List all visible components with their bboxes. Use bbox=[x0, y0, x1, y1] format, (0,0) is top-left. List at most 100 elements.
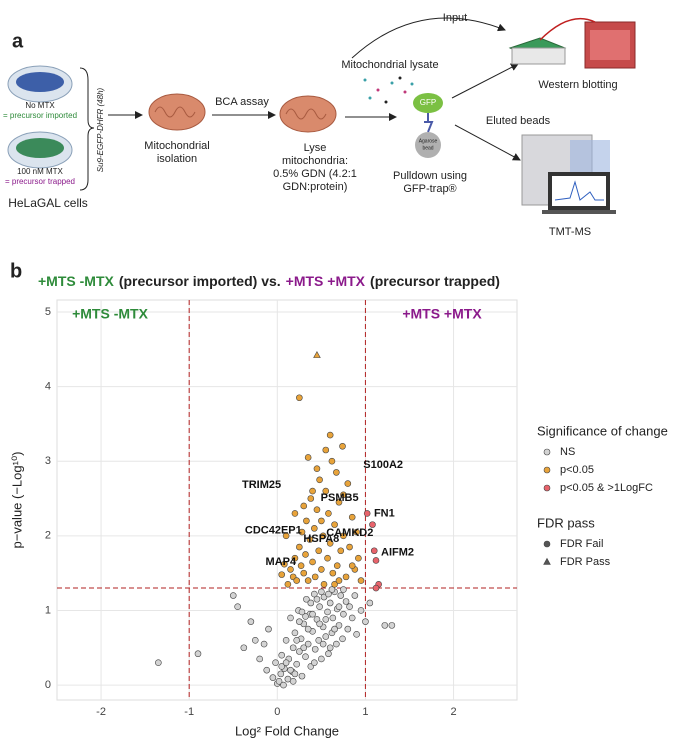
point bbox=[247, 618, 255, 625]
point bbox=[324, 608, 331, 616]
point bbox=[234, 603, 241, 611]
point bbox=[331, 625, 338, 633]
point bbox=[269, 674, 277, 681]
brace bbox=[79, 67, 95, 191]
step-label: TMT-MS bbox=[549, 226, 591, 238]
point bbox=[280, 681, 287, 689]
point bbox=[381, 622, 389, 629]
panel-b: b +MTS -MTX (precursor imported) vs. +MTS … bbox=[9, 260, 500, 738]
step-label: Mitochondrial bbox=[144, 140, 209, 152]
point bbox=[319, 640, 327, 648]
point bbox=[287, 666, 294, 674]
point bbox=[340, 532, 347, 540]
point bbox=[353, 528, 360, 536]
legend-label: NS bbox=[560, 446, 575, 458]
point bbox=[291, 629, 299, 637]
x-tick-label: -1 bbox=[184, 706, 194, 718]
point bbox=[348, 614, 356, 622]
point bbox=[281, 560, 288, 568]
y-axis-label: p−value (−Log¹⁰) bbox=[9, 452, 24, 549]
point bbox=[337, 592, 345, 599]
point bbox=[289, 678, 297, 685]
point bbox=[293, 636, 300, 644]
point bbox=[372, 584, 380, 592]
point bbox=[311, 525, 318, 532]
point bbox=[339, 635, 346, 643]
point bbox=[335, 622, 343, 629]
point bbox=[363, 510, 371, 517]
legend-swatch bbox=[543, 484, 551, 492]
mitochondrion bbox=[279, 95, 337, 133]
point bbox=[300, 644, 308, 652]
point bbox=[272, 659, 279, 666]
panel-label: b bbox=[10, 260, 22, 282]
x-axis-label: Log² Fold Change bbox=[235, 723, 339, 738]
point bbox=[316, 603, 323, 611]
y-tick-label: 3 bbox=[45, 455, 51, 467]
point bbox=[370, 547, 378, 555]
point bbox=[318, 566, 325, 573]
gene-label: CAMKD2 bbox=[326, 527, 373, 539]
point bbox=[331, 521, 338, 528]
point bbox=[329, 614, 337, 622]
point bbox=[287, 614, 294, 622]
point bbox=[302, 653, 309, 661]
point bbox=[311, 659, 318, 666]
construct-label: Su9-EGFP-DHFR (48h) bbox=[96, 87, 105, 172]
step-label: GDN:protein) bbox=[283, 181, 348, 193]
step-label: Eluted beads bbox=[486, 115, 551, 127]
point bbox=[313, 506, 321, 514]
point bbox=[325, 590, 332, 598]
arrow bbox=[451, 63, 519, 99]
point bbox=[304, 640, 312, 648]
cristae bbox=[154, 106, 196, 118]
point bbox=[278, 651, 286, 659]
step-label: GFP-trap® bbox=[403, 183, 456, 195]
step-label: 0.5% GDN (4.2:1 bbox=[273, 168, 357, 180]
point bbox=[326, 431, 334, 439]
legend-title: Significance of change bbox=[537, 423, 668, 438]
point bbox=[348, 513, 356, 521]
gfp-icon bbox=[413, 93, 443, 113]
point bbox=[369, 521, 376, 528]
point bbox=[291, 510, 299, 517]
point bbox=[311, 573, 319, 581]
point bbox=[304, 454, 312, 461]
bead-label: Agarose bbox=[419, 138, 438, 144]
point bbox=[366, 599, 374, 607]
point bbox=[282, 659, 290, 666]
point bbox=[296, 394, 303, 402]
point bbox=[322, 616, 330, 623]
point bbox=[328, 586, 336, 593]
point bbox=[302, 613, 309, 620]
point bbox=[339, 442, 346, 450]
cells-icon bbox=[16, 138, 64, 158]
point bbox=[275, 678, 283, 685]
mitochondrion bbox=[148, 93, 206, 131]
point bbox=[335, 603, 343, 611]
point bbox=[315, 636, 323, 644]
point bbox=[313, 351, 321, 358]
step-label: Input bbox=[443, 12, 467, 24]
point bbox=[324, 554, 331, 562]
step-label: isolation bbox=[157, 153, 197, 165]
cells-icon bbox=[16, 72, 64, 92]
point bbox=[309, 558, 316, 566]
point bbox=[326, 644, 334, 652]
title-part: (precursor trapped) bbox=[370, 273, 500, 289]
point bbox=[296, 543, 303, 551]
point bbox=[342, 598, 350, 605]
title-part: +MTS +MTX bbox=[286, 273, 366, 289]
point bbox=[304, 577, 312, 584]
point bbox=[337, 547, 345, 555]
step-label: mitochondria: bbox=[282, 155, 348, 167]
point bbox=[256, 655, 263, 663]
point bbox=[229, 592, 237, 599]
chart-title: +MTS -MTX (precursor imported) vs. +MTS +M… bbox=[38, 273, 500, 289]
legend-label: p<0.05 & >1LogFC bbox=[560, 482, 653, 494]
point bbox=[260, 640, 268, 648]
point bbox=[328, 457, 336, 465]
point bbox=[325, 510, 332, 517]
panel-label: a bbox=[12, 30, 24, 52]
point bbox=[278, 663, 286, 670]
